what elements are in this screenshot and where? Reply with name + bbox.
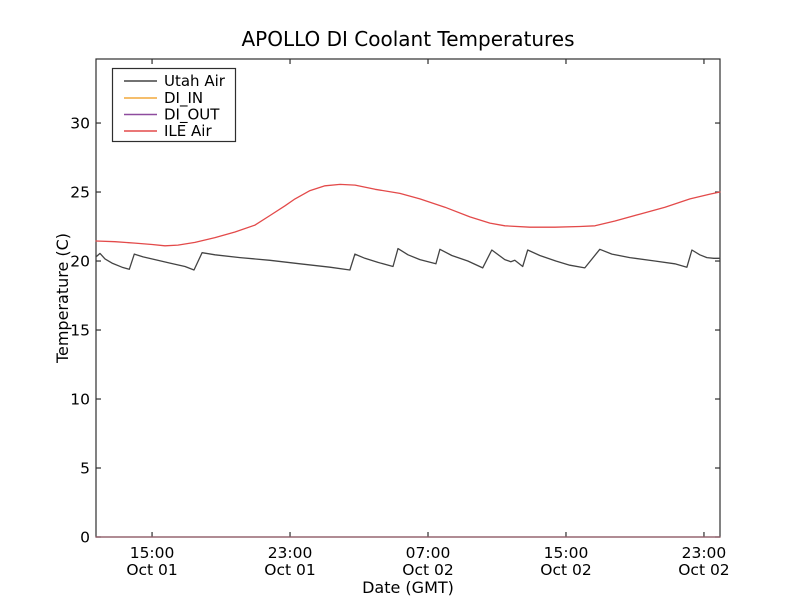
legend-label: ILE Air — [164, 122, 212, 140]
y-tick-label: 30 — [70, 115, 90, 133]
x-tick-label-time: 15:00 — [130, 544, 175, 562]
y-axis-label: Temperature (C) — [53, 233, 72, 364]
series-lines — [95, 183, 721, 538]
y-tick-label: 20 — [70, 253, 90, 271]
x-axis-label: Date (GMT) — [362, 578, 454, 597]
y-tick-label: 5 — [80, 460, 90, 478]
y-tick-label: 0 — [80, 529, 90, 547]
legend-label: DI_OUT — [164, 106, 220, 125]
x-tick-label-time: 07:00 — [406, 544, 451, 562]
x-tick-label-time: 15:00 — [544, 544, 589, 562]
x-tick-label-time: 23:00 — [268, 544, 313, 562]
chart-title: APOLLO DI Coolant Temperatures — [241, 27, 574, 51]
series-line-utah-air — [95, 247, 721, 271]
series-line-ile-air — [95, 183, 721, 247]
y-tick-label: 15 — [70, 322, 90, 340]
x-tick-label-date: Oct 01 — [126, 561, 177, 579]
x-tick-label-date: Oct 02 — [540, 561, 591, 579]
x-tick-label-date: Oct 02 — [402, 561, 453, 579]
y-tick-label: 10 — [70, 391, 90, 409]
x-tick-label-date: Oct 01 — [264, 561, 315, 579]
x-tick-label-time: 23:00 — [682, 544, 727, 562]
y-tick-label: 25 — [70, 184, 90, 202]
x-tick-label-date: Oct 02 — [678, 561, 729, 579]
legend-label: DI_IN — [164, 89, 203, 108]
legend-label: Utah Air — [164, 72, 226, 90]
